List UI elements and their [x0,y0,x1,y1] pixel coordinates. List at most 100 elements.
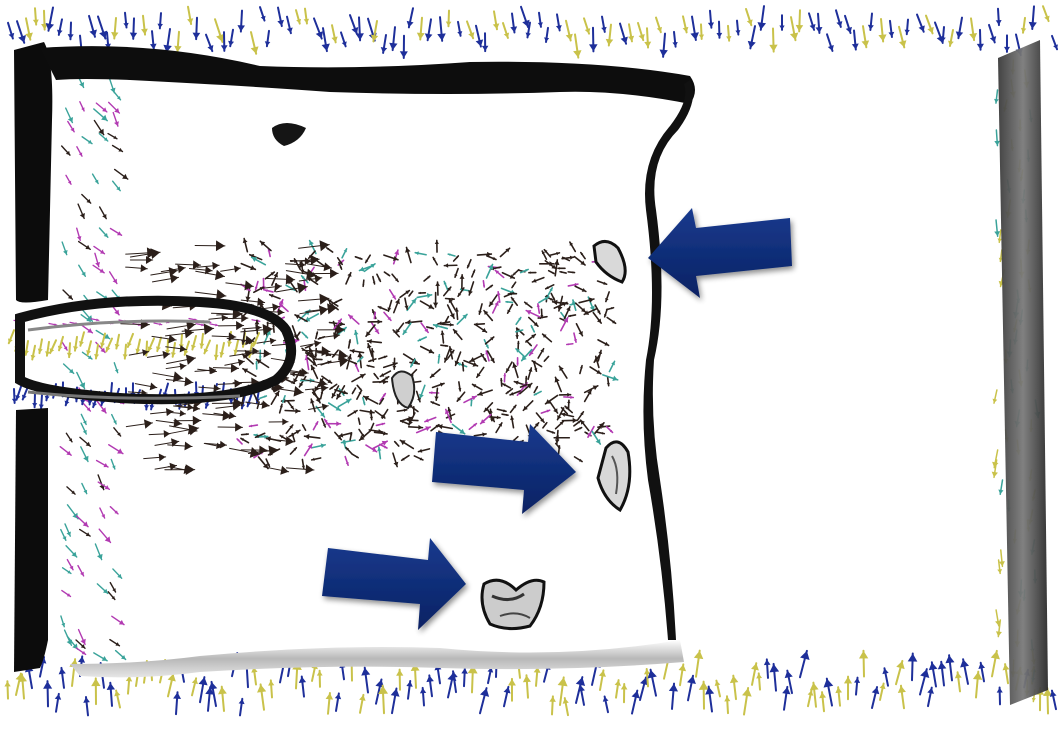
vector-glyph-head [311,457,315,461]
vector-glyph-head [242,238,248,244]
vector-glyph-head [428,348,434,354]
vector-glyph-head [78,152,83,157]
vector-glyph-head [580,420,585,425]
vector-glyph-head [159,322,162,326]
vector-glyph-head [430,373,435,378]
vector-glyph-head [559,421,564,426]
vector-glyph-head [994,98,999,104]
vector-glyph-head [904,29,910,35]
vector-glyph-head [101,655,108,661]
vector-glyph-head [437,33,446,41]
vector-glyph-head [170,352,176,357]
vector-glyph-head [668,683,678,692]
vector-glyph-head [585,432,588,435]
vector-glyph-head [222,410,232,421]
vector-glyph-head [280,465,289,475]
vector-glyph-head [293,385,304,397]
vector-glyph-head [129,32,138,39]
vector-glyph-head [503,409,507,413]
vector-glyph-head [157,23,163,29]
vector-glyph-head [141,28,148,35]
vector-glyph-head [249,254,255,259]
vector-glyph-head [555,25,562,31]
vector-glyph-head [457,362,461,366]
vector-glyph-head [495,270,500,275]
vector-glyph-head [214,269,225,281]
vector-glyph-head [310,399,315,404]
vector-glyph-head [359,388,362,391]
vector-glyph-head [352,391,355,394]
vector-glyph-head [747,40,756,49]
vector-glyph-head [184,441,193,451]
vector-glyph-head [835,687,843,694]
vector-glyph-head [282,418,289,426]
vector-glyph-head [871,687,880,695]
vector-glyph-head [338,436,342,440]
vector-glyph-head [557,415,562,420]
vector-glyph-head [87,355,93,360]
vector-glyph-head [237,438,240,442]
vector-glyph-head [716,32,723,38]
vector-glyph-head [269,337,276,345]
vector-glyph-head [38,404,44,409]
vector-glyph-head [997,238,1002,243]
vector-glyph-head [510,416,515,421]
vector-glyph-head [545,286,549,290]
vector-glyph-head [513,405,516,409]
vector-glyph-head [542,251,545,255]
vector-glyph-head [251,667,258,673]
vector-glyph-head [978,662,986,669]
vector-glyph-head [698,681,709,690]
vector-glyph-head [315,332,319,335]
vector-glyph-head [112,278,117,284]
vector-glyph-head [368,359,372,362]
vector-glyph-head [387,316,391,321]
vector-glyph-head [104,485,110,490]
vector-glyph-head [354,361,357,365]
vector-glyph-head [678,664,687,672]
vector-glyph-head [572,417,578,424]
vector-glyph-head [366,331,371,337]
vector-glyph-head [947,40,954,46]
vector-glyph-head [168,334,177,344]
vector-glyph-head [606,382,610,386]
vector-glyph-head [481,45,489,52]
vector-glyph-head [233,265,241,273]
vector-glyph-head [63,250,68,255]
vector-glyph-head [724,696,731,702]
vector-glyph-head [403,329,408,335]
vector-glyph-head [472,270,476,273]
vector-glyph-head [228,398,234,404]
vector-glyph-head [213,354,219,360]
vector-glyph-head [295,314,300,319]
vector-glyph-head [815,26,823,33]
vector-glyph-head [158,453,166,462]
vector-glyph-head [263,349,271,358]
vector-glyph-head [320,384,328,393]
vector-glyph-head [319,293,330,305]
vector-glyph-head [888,31,895,38]
vector-glyph-head [252,347,259,355]
vector-glyph-head [66,450,72,456]
vector-glyph-head [111,595,115,600]
vector-glyph-head [580,260,586,265]
vector-glyph-head [998,489,1004,495]
vector-glyph-head [173,692,182,700]
vector-glyph-head [426,675,434,683]
vector-glyph-head [927,687,934,694]
vector-glyph-head [549,261,554,267]
vector-glyph-head [546,409,550,413]
vector-glyph-head [568,314,572,318]
vector-glyph-head [569,255,574,260]
vector-glyph-head [341,41,347,47]
vector-glyph-head [249,424,253,428]
vector-glyph-head [327,299,332,304]
vector-glyph-head [573,339,578,343]
vector-glyph-head [67,180,72,185]
vector-glyph-head [609,429,613,433]
vector-glyph-head [319,240,330,252]
vector-glyph-head [394,250,400,256]
vector-glyph-head [410,363,414,367]
vector-glyph-head [510,391,514,396]
vector-glyph-head [647,669,657,679]
